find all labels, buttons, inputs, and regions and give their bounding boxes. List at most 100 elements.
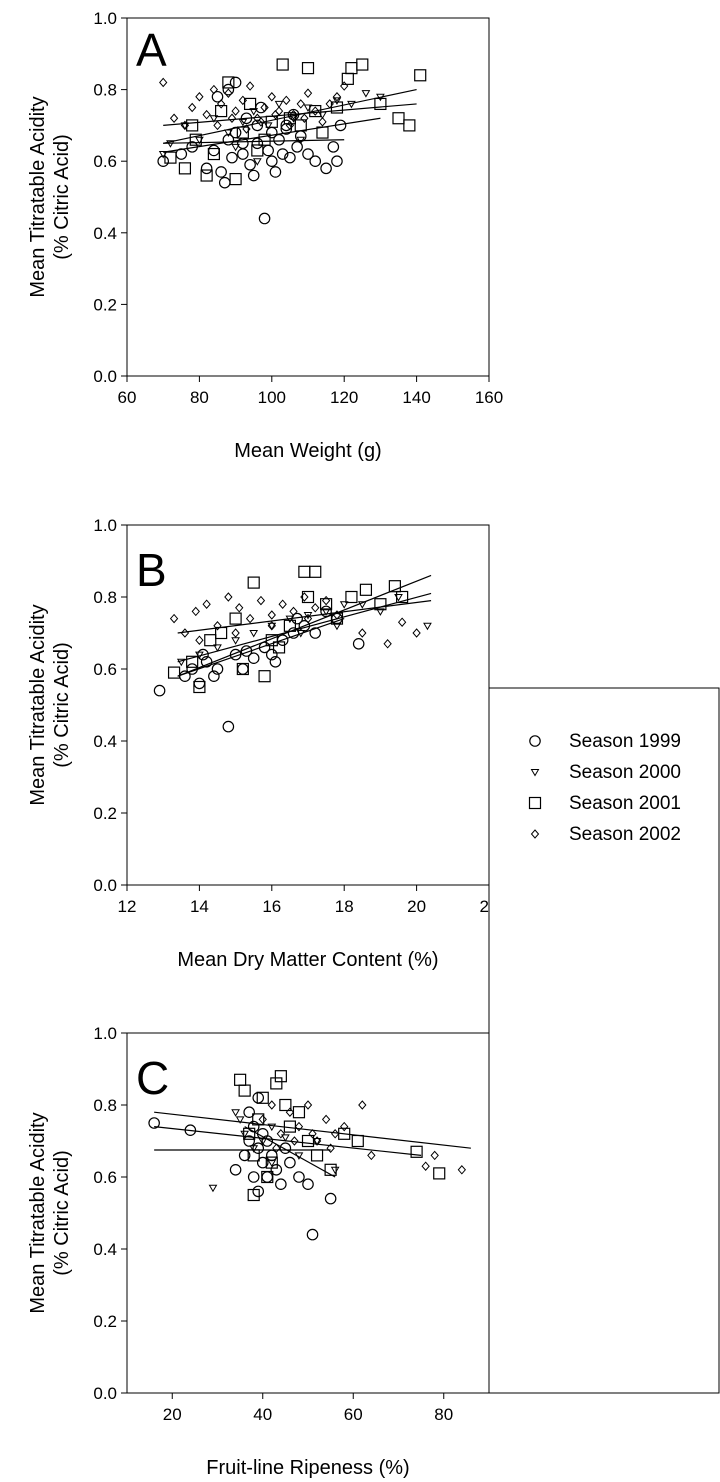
data-point (229, 1164, 242, 1176)
data-point (324, 1163, 337, 1176)
data-point (234, 1073, 247, 1086)
data-point (308, 1129, 317, 1139)
data-point (325, 99, 334, 109)
data-point (303, 612, 313, 620)
data-point (222, 133, 235, 146)
data-point (358, 1100, 367, 1110)
data-point (236, 662, 249, 676)
data-point (229, 76, 242, 89)
data-point (207, 147, 220, 161)
data-point (215, 104, 228, 118)
legend-marker-triangle-down (530, 769, 540, 777)
data-point (331, 155, 343, 167)
data-point (238, 118, 248, 127)
data-point (396, 590, 409, 604)
data-point (332, 622, 342, 631)
data-point (215, 166, 227, 178)
data-point (252, 1092, 265, 1104)
data-point (235, 1116, 245, 1124)
data-point (187, 102, 197, 113)
data-point (330, 1166, 340, 1175)
data-point (247, 1171, 260, 1183)
data-point (222, 83, 235, 96)
x-tick-label: 16 (262, 897, 281, 916)
data-point (430, 1150, 439, 1161)
data-point (312, 1136, 322, 1146)
data-point (289, 606, 298, 617)
data-point (306, 1228, 319, 1241)
data-point (238, 95, 248, 106)
data-point (237, 148, 249, 160)
data-point (414, 69, 427, 82)
series-season-2000 (176, 594, 432, 667)
data-point (312, 1138, 322, 1146)
data-point (249, 108, 259, 116)
y-tick-label: 0.4 (93, 224, 117, 243)
data-point (247, 169, 260, 182)
data-point (261, 1171, 274, 1183)
fit-line (163, 89, 417, 144)
data-point (303, 1100, 313, 1110)
data-point (324, 1192, 337, 1205)
data-point (345, 590, 358, 604)
data-point (302, 148, 314, 160)
data-point (403, 119, 416, 132)
data-point (352, 637, 365, 650)
fit-line (163, 139, 345, 144)
plot-frame (126, 524, 490, 886)
data-point (270, 1077, 283, 1090)
y-tick-label: 0.0 (93, 876, 117, 895)
x-tick-label: 140 (402, 388, 430, 407)
panel-a: A Mean Weight (g) Mean Titratable Acidit… (27, 9, 503, 462)
data-point (169, 613, 179, 624)
data-point (359, 583, 373, 596)
legend-marker-square (528, 796, 542, 810)
data-point (293, 1171, 305, 1183)
legend-markers (528, 735, 542, 839)
data-point (280, 119, 293, 132)
data-point (222, 76, 235, 89)
y-tick-label: 0.8 (93, 588, 117, 607)
data-point (208, 670, 220, 682)
data-point (236, 126, 249, 139)
y-tick-label: 0.6 (93, 1168, 117, 1187)
data-point (457, 1165, 467, 1175)
data-point (226, 151, 238, 164)
x-tick-label: 12 (118, 897, 137, 916)
data-point (296, 99, 305, 109)
data-point (332, 97, 342, 105)
legend-marker-diamond (530, 829, 540, 839)
x-tick-label: 40 (253, 1405, 272, 1424)
data-point (261, 1135, 274, 1147)
data-point (302, 1178, 314, 1190)
data-point (231, 143, 240, 152)
y-axis-label-line1: Mean Titratable Acidity (27, 96, 49, 297)
panel-label: B (136, 544, 167, 596)
series-season-2002 (159, 77, 349, 134)
data-point (252, 158, 262, 166)
data-point (252, 1142, 265, 1154)
data-point (169, 113, 179, 123)
fit-line (244, 1126, 336, 1178)
data-point (231, 628, 240, 638)
legend-label-season-1999: Season 1999 (569, 731, 681, 752)
data-point (209, 115, 219, 123)
legend-label-season-2001: Season 2001 (569, 793, 681, 814)
data-point (269, 655, 282, 668)
x-axis-label: Mean Weight (g) (234, 440, 381, 462)
x-tick-label: 18 (335, 897, 354, 916)
data-point (227, 113, 237, 123)
data-point (278, 599, 287, 609)
data-point (243, 97, 257, 111)
data-point (276, 58, 289, 71)
data-point (213, 120, 222, 131)
plot-frame (126, 17, 490, 377)
data-point (178, 162, 192, 175)
data-point (300, 113, 309, 123)
panel-label: A (136, 24, 167, 76)
data-point (200, 655, 213, 668)
x-tick-label: 80 (434, 1405, 453, 1424)
legend: Season 1999 Season 2000 Season 2001 Seas… (488, 687, 720, 1394)
data-point (164, 151, 177, 164)
